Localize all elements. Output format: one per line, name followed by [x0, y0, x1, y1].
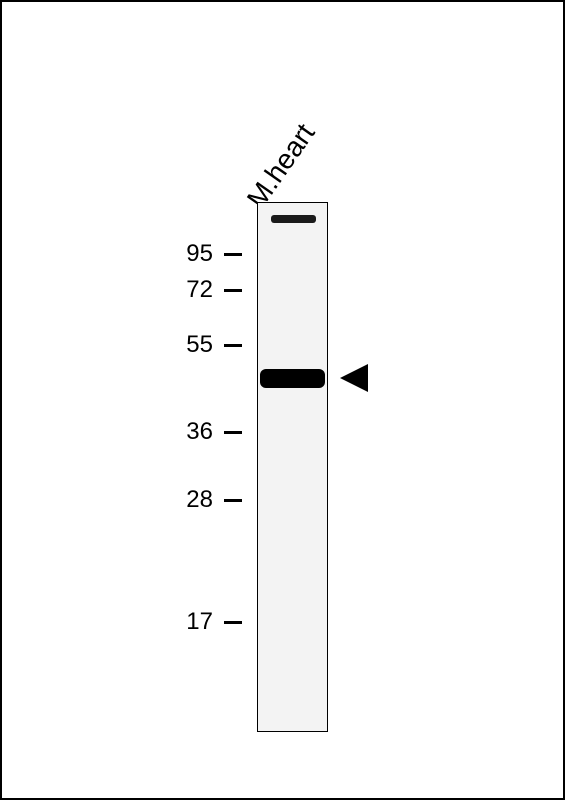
mw-tick-36	[224, 431, 242, 434]
mw-tick-55	[224, 344, 242, 347]
mw-tick-28	[224, 499, 242, 502]
mw-label-17: 17	[186, 608, 213, 636]
mw-tick-72	[224, 289, 242, 292]
mw-label-72: 72	[186, 276, 213, 304]
band-nonspecific-top	[271, 215, 316, 223]
mw-tick-95	[224, 253, 242, 256]
figure-frame: M.heart 95 72 55 36 28 17	[0, 0, 565, 800]
lane-label: M.heart	[241, 118, 322, 214]
mw-label-55: 55	[186, 331, 213, 359]
mw-tick-17	[224, 621, 242, 624]
mw-label-28: 28	[186, 486, 213, 514]
arrow-icon	[340, 364, 378, 392]
blot-lane	[257, 202, 328, 732]
mw-label-36: 36	[186, 418, 213, 446]
mw-label-95: 95	[186, 240, 213, 268]
band-target	[260, 369, 325, 388]
